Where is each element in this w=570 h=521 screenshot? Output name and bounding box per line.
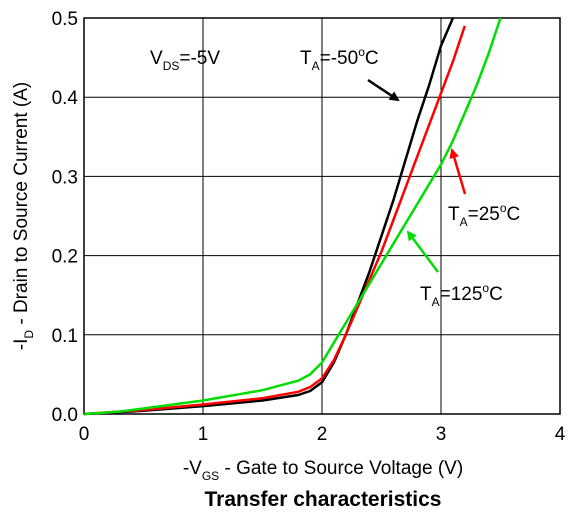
y-tick-label: 0.3 [52,167,78,188]
annotation-25c: TA=25oC [448,201,520,229]
y-tick-label: 0.5 [52,9,78,30]
y-tick-label: 0.1 [52,326,78,347]
grid [84,18,560,414]
x-tick-label: 1 [198,424,209,445]
series-lines [83,17,502,416]
x-tick-label: 4 [555,424,566,445]
y-tick-label: 0.4 [52,88,79,109]
y-tick-label: 0.0 [52,405,78,426]
vds-condition-label: VDS=-5V [150,48,220,73]
y-tick-label: 0.2 [52,247,78,268]
arrow-25c [449,148,467,195]
y-axis-label: -ID - Drain to Source Current (A) [11,82,36,350]
y-tick-labels: 0.0 0.1 0.2 0.3 0.4 0.5 [52,9,79,426]
x-tick-label: 3 [436,424,447,445]
x-tick-label: 0 [79,424,90,445]
annotation-125c: TA=125oC [420,281,503,309]
series-line-2 [83,17,502,416]
arrow-125c [406,230,439,273]
annotation-minus50c: TA=-50oC [300,45,379,73]
x-tick-label: 2 [317,424,328,445]
x-tick-labels: 0 1 2 3 4 [79,424,566,445]
x-axis-label: -VGS - Gate to Source Voltage (V) [183,458,463,483]
series-line-1 [83,25,466,416]
arrow-minus50c [367,78,400,102]
chart-title: Transfer characteristics [205,488,442,511]
